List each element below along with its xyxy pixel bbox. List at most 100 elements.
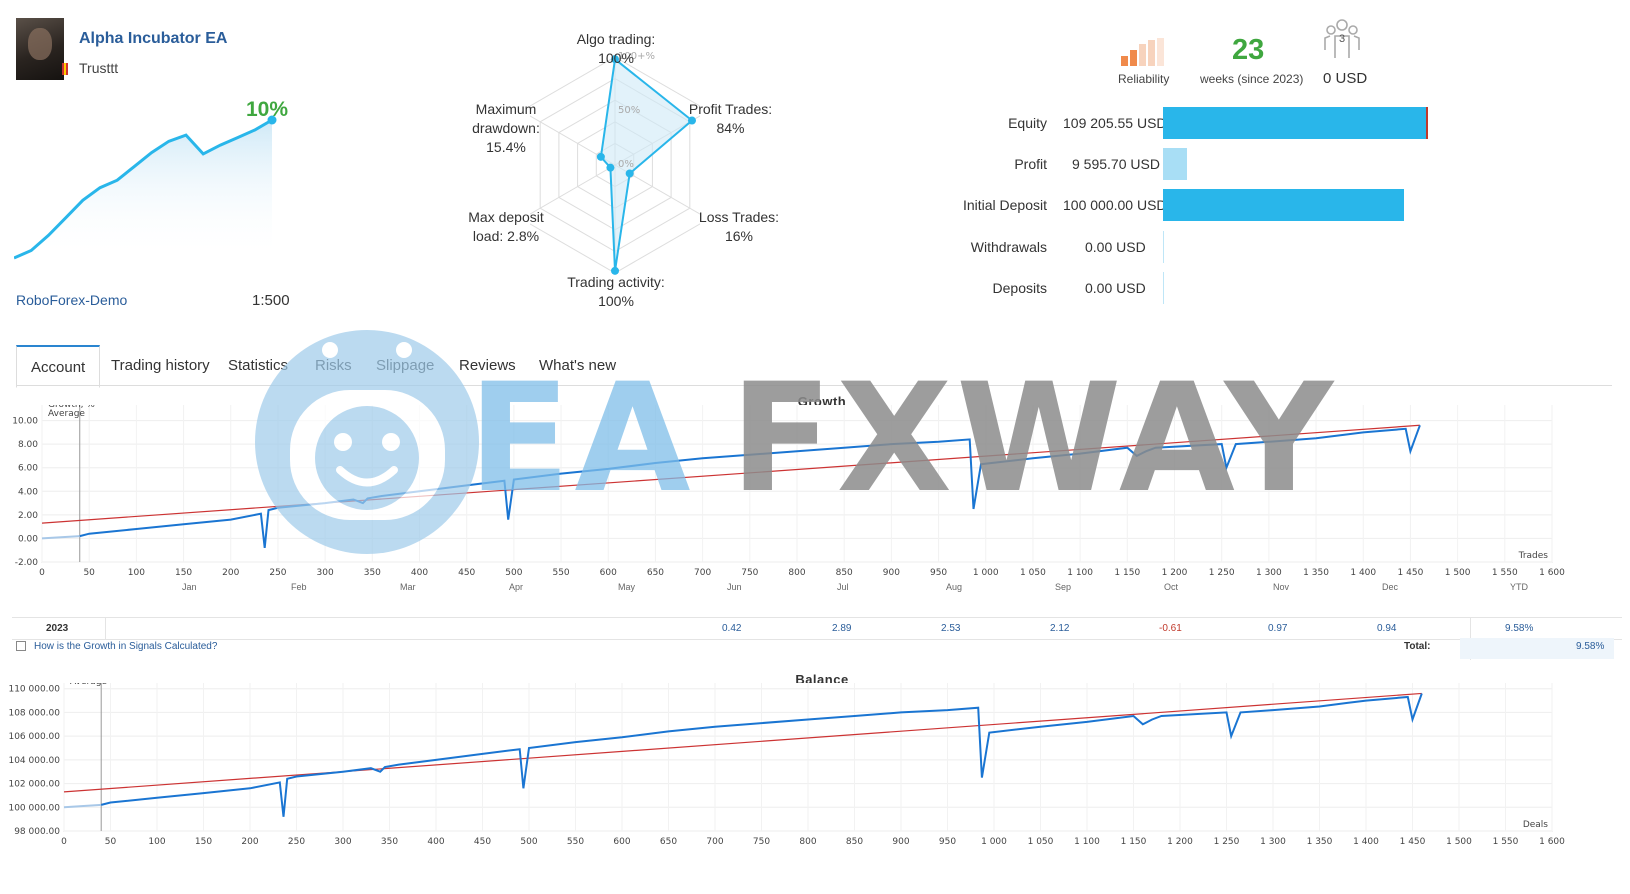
radar-scale-0: 0% [618,159,634,170]
x-tick-label: 650 [660,837,677,847]
radar-polygon [599,57,694,271]
month-value: -0.61 [1159,623,1182,634]
x-tick-label: 1 000 [973,568,999,578]
month-label: Dec [1382,582,1399,592]
fin-value: 0.00 USD [1085,280,1146,296]
y-tick-label: 102 000.00 [8,780,60,790]
x-tick-label: 1 100 [1074,837,1100,847]
x-tick-label: 1 100 [1067,568,1093,578]
y-tick-label: 108 000.00 [8,708,60,718]
y-tick-label: 6.00 [18,464,38,474]
month-label: Oct [1164,582,1179,592]
reliability-icon [1121,38,1164,66]
x-tick-label: 0 [39,568,45,578]
sparkline-endpoint [267,115,277,125]
x-tick-label: 1 350 [1303,568,1329,578]
ea-name-link[interactable]: Alpha Incubator EA [79,30,228,47]
month-value: 0.94 [1377,623,1397,634]
fin-label: Profit [1014,156,1047,172]
x-tick-label: 1 250 [1214,837,1240,847]
x-tick-label: 900 [883,568,900,578]
x-tick-label: 50 [83,568,95,578]
fin-value: 100 000.00 USD [1063,197,1167,213]
month-value: 2.53 [941,623,961,634]
tab-trading-history[interactable]: Trading history [111,357,210,374]
month-value: 0.42 [722,623,742,634]
radar-label-algo: Algo trading: 100% [576,31,656,66]
x-tick-label: 800 [788,568,805,578]
y-tick-label: 2.00 [18,511,38,521]
y-tick-label: 98 000.00 [14,827,60,837]
tab-reviews[interactable]: Reviews [459,357,516,374]
growth-help-link[interactable]: How is the Growth in Signals Calculated? [16,641,217,652]
radar-label-max-deposit-load: Max deposit load: 2.8% [468,209,544,244]
x-tick-label: 1 550 [1492,568,1518,578]
month-label: Jul [837,582,849,592]
month-label: Aug [946,582,963,592]
radar-chart: 100+% 50% 0% [530,51,700,275]
radar-spoke [530,164,616,215]
x-tick-label: 850 [846,837,863,847]
x-tick-label: 1 500 [1445,568,1471,578]
legend-series: Growth, % [48,405,95,410]
weeks-label: weeks (since 2023) [1200,72,1304,86]
tab-risks[interactable]: Risks [315,357,352,374]
x-tick-label: 1 600 [1539,837,1565,847]
y-tick-label: 100 000.00 [8,803,60,813]
fin-bar [1163,231,1164,263]
x-tick-label: 1 300 [1256,568,1282,578]
month-label: Feb [291,582,307,592]
radar-scale-100: 100+% [618,51,655,62]
fin-value: 109 205.55 USD [1063,115,1167,131]
tab-slippage[interactable]: Slippage [376,357,435,374]
fin-value: 9 595.70 USD [1072,156,1160,172]
x-tick-label: 900 [892,837,909,847]
x-tick-label: 1 200 [1167,837,1193,847]
tab-whats-new[interactable]: What's new [539,357,617,374]
x-tick-label: 750 [741,568,758,578]
legend-average: Average [70,683,107,687]
series-initial-segment [63,803,102,809]
x-axis-label: Deals [1523,820,1548,830]
radar-label-trading-activity: Trading activity: 100% [567,274,665,309]
x-tick-label: 150 [175,568,192,578]
broker-link[interactable]: RoboForex-Demo [16,292,128,308]
x-tick-label: 550 [552,568,569,578]
x-tick-label: 500 [505,568,522,578]
author-name[interactable]: Trusttt [79,60,119,76]
x-tick-label: 1 350 [1307,837,1333,847]
year-label: 2023 [46,623,69,634]
tab-statistics[interactable]: Statistics [228,357,289,374]
month-label: Mar [400,582,416,592]
y-tick-label: -2.00 [15,558,39,568]
x-tick-label: 500 [520,837,537,847]
month-label: May [618,582,636,592]
month-label: YTD [1510,582,1528,592]
tab-account[interactable]: Account [16,345,101,388]
growth-chart[interactable]: 12.0010.008.006.004.002.000.00-2.0005010… [0,405,1630,605]
x-tick-label: 350 [364,568,381,578]
x-tick-label: 1 600 [1539,568,1565,578]
tab-divider [16,385,1612,386]
total-value: 9.58% [1576,641,1605,652]
fin-bar [1163,189,1404,221]
growth-year-row: 2023 0.42 2.89 2.53 2.12 -0.61 0.97 0.94 9.58% [12,617,1622,660]
x-tick-label: 50 [105,837,117,847]
reliability-label: Reliability [1118,72,1170,86]
fin-bar [1163,107,1428,139]
radar-point [606,163,615,172]
y-tick-label: 8.00 [18,440,38,450]
series-initial-segment [41,535,80,540]
avatar[interactable] [16,18,64,80]
leverage-value: 1:500 [252,292,290,309]
x-tick-label: 250 [269,568,286,578]
y-tick-label: 106 000.00 [8,732,60,742]
month-value: 0.97 [1268,623,1288,634]
y-tick-label: 0.00 [18,534,38,544]
x-tick-label: 800 [799,837,816,847]
x-tick-label: 850 [836,568,853,578]
x-tick-label: 750 [753,837,770,847]
x-tick-label: 650 [647,568,664,578]
month-label: Nov [1273,582,1290,592]
